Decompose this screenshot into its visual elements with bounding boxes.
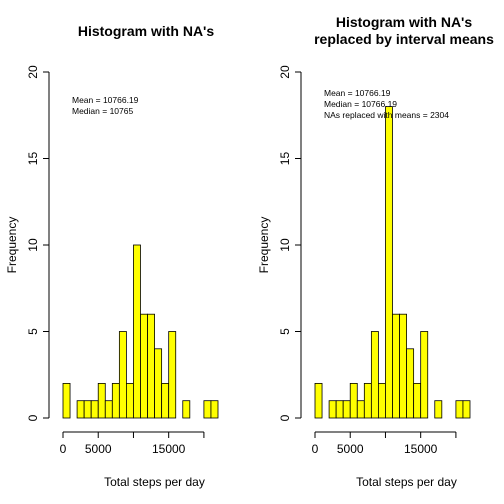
- histogram-bar: [147, 313, 155, 419]
- histogram-bar: [154, 348, 163, 419]
- histogram-bar: [434, 400, 443, 419]
- chart-title-line: Histogram with NA's: [78, 23, 215, 39]
- histogram-bar: [455, 400, 464, 419]
- histogram-bar: [356, 400, 365, 419]
- histogram-bar: [83, 400, 92, 419]
- x-tick-label: 15000: [404, 442, 438, 456]
- x-tick-label: 0: [60, 442, 67, 456]
- histogram-bar: [335, 400, 344, 419]
- histogram-bar: [210, 400, 219, 419]
- histogram-bar: [378, 382, 386, 419]
- y-tick-label: 10: [278, 238, 292, 252]
- histogram-bar: [314, 382, 323, 419]
- histogram-bar: [182, 400, 191, 419]
- histogram-bar: [62, 382, 71, 419]
- y-tick-label: 15: [26, 152, 40, 166]
- stat-annotation: Median = 10766.19: [324, 99, 397, 109]
- x-tick-label: 5000: [337, 442, 364, 456]
- histogram-bar: [168, 331, 177, 419]
- histogram-bar: [462, 400, 471, 419]
- y-tick-label: 0: [278, 414, 292, 421]
- stat-annotation: Mean = 10766.19: [324, 88, 391, 98]
- histogram-bar: [342, 400, 351, 419]
- histogram-bar: [76, 400, 85, 419]
- histogram-bar: [104, 400, 113, 419]
- histogram-bar: [161, 382, 170, 419]
- y-tick-label: 0: [26, 414, 40, 421]
- chart-title-line: Histogram with NA's: [336, 14, 473, 30]
- chart-title-line: replaced by interval means: [314, 31, 494, 47]
- histogram-bar: [406, 348, 415, 419]
- histogram-bar: [118, 331, 127, 419]
- stat-annotation: NAs replaced with means = 2304: [324, 110, 449, 120]
- histogram-bar: [126, 382, 134, 419]
- histogram-bar: [399, 313, 407, 419]
- histogram-panel-1: Histogram with NA's 0 5000 15000 0 5 10 15 20 Tot…: [5, 23, 219, 489]
- histogram-bar: [363, 382, 372, 419]
- y-tick-label: 5: [26, 328, 40, 335]
- histogram-bar: [420, 331, 429, 419]
- histogram-bar: [97, 382, 106, 419]
- histogram-bar: [133, 244, 141, 419]
- histogram-bar: [140, 313, 148, 419]
- y-tick-label: 15: [278, 152, 292, 166]
- histogram-bar: [370, 331, 379, 419]
- histogram-bar: [90, 400, 99, 419]
- y-tick-label: 20: [278, 65, 292, 79]
- y-tick-label: 10: [26, 238, 40, 252]
- x-tick-label: 5000: [85, 442, 112, 456]
- y-axis-label: Frequency: [5, 217, 19, 274]
- x-axis-label: Total steps per day: [356, 475, 457, 489]
- x-tick-label: 0: [312, 442, 319, 456]
- y-tick-label: 5: [278, 328, 292, 335]
- histogram-bar: [111, 382, 120, 419]
- histogram-bar: [385, 106, 393, 419]
- stat-annotation: Mean = 10766.19: [72, 95, 139, 105]
- stat-annotation: Median = 10765: [72, 106, 133, 116]
- y-axis-label: Frequency: [257, 217, 271, 274]
- histogram-bar: [392, 313, 400, 419]
- histogram-bar: [349, 382, 358, 419]
- histogram-bar: [203, 400, 212, 419]
- y-tick-label: 20: [26, 65, 40, 79]
- histogram-bar: [413, 382, 422, 419]
- x-tick-label: 15000: [152, 442, 186, 456]
- x-axis-label: Total steps per day: [104, 475, 205, 489]
- histogram-bar: [328, 400, 337, 419]
